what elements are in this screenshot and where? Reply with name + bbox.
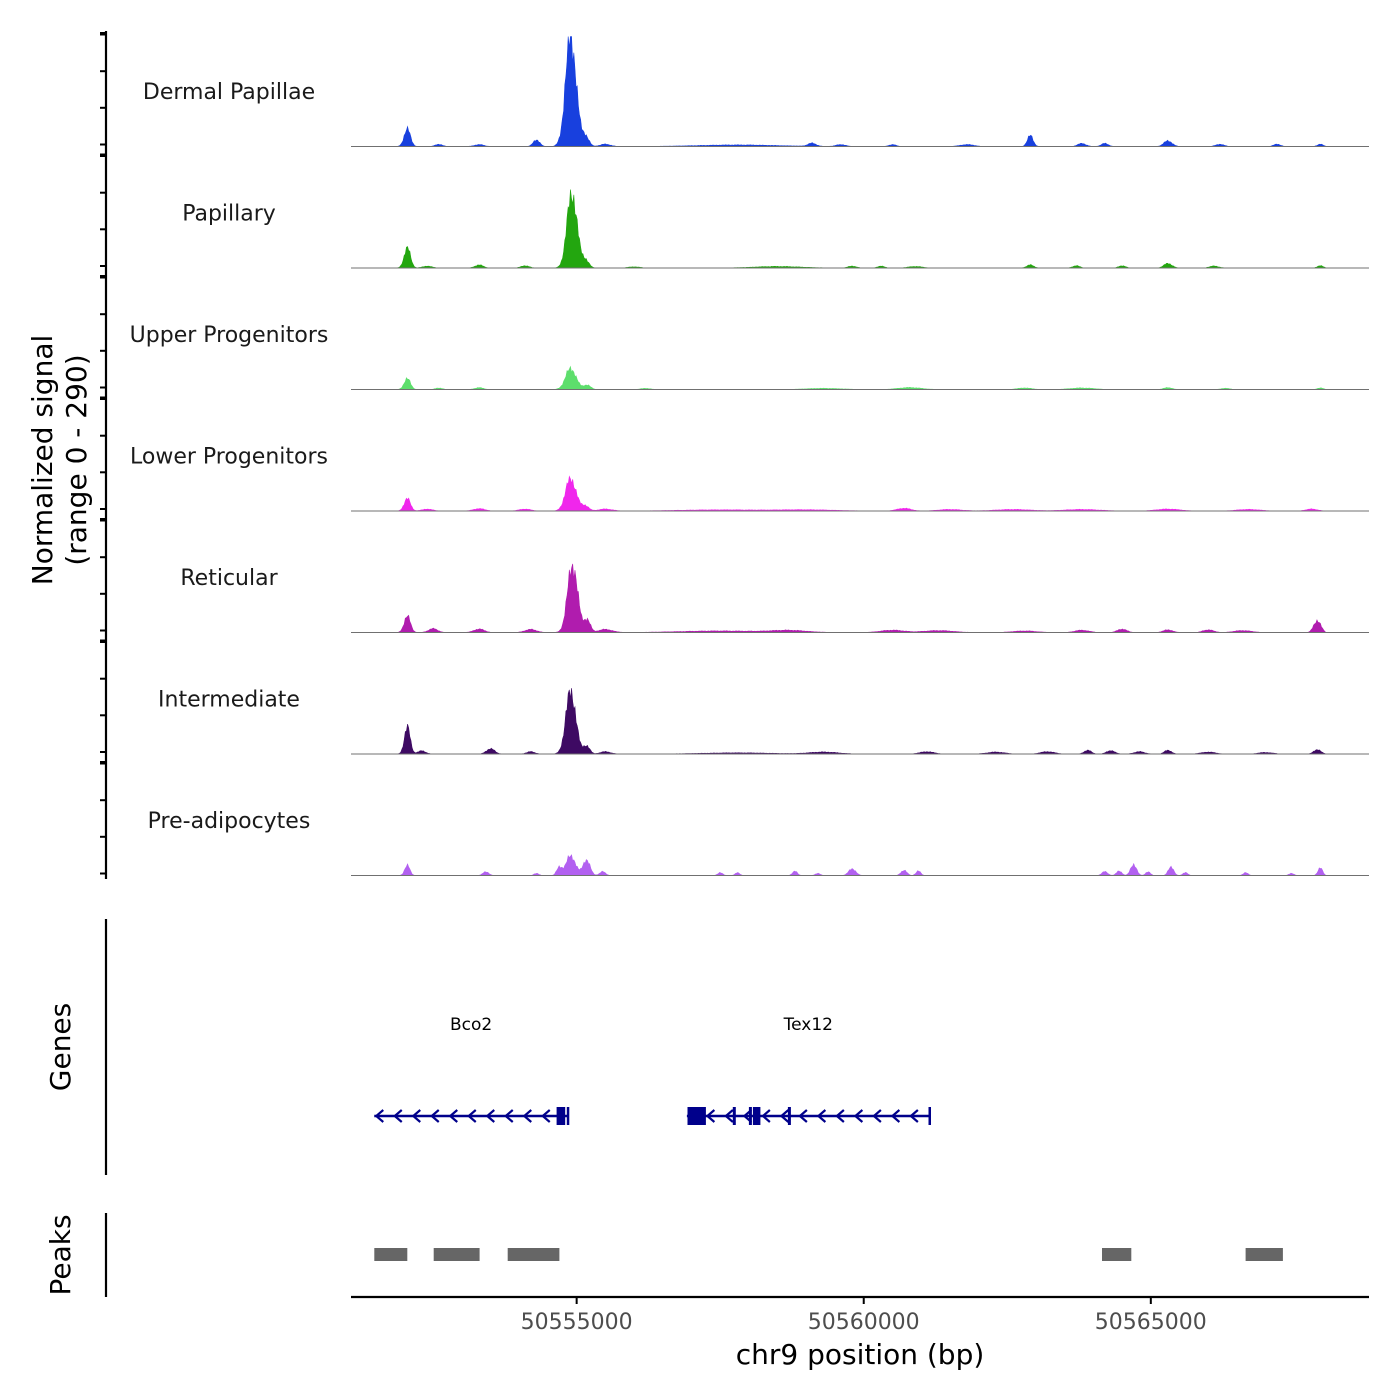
gene-exon [787, 1107, 791, 1125]
signal-axis-title: Normalized signal [26, 335, 59, 586]
gene-exon [556, 1107, 566, 1125]
track-label: Pre-adipocytes [148, 809, 311, 834]
gene-exon [748, 1107, 752, 1125]
strand-arrow [374, 1109, 384, 1123]
signal-area [351, 688, 1369, 755]
track-label: Reticular [180, 566, 278, 591]
signal-area [351, 563, 1369, 633]
strand-arrow [504, 1109, 514, 1123]
strand-arrow [835, 1109, 845, 1123]
genes-panel-label: Genes [44, 1003, 77, 1091]
track-label: Lower Progenitors [130, 445, 328, 470]
strand-arrow [705, 1109, 716, 1123]
x-axis-title: chr9 position (bp) [736, 1338, 985, 1371]
track-label: Dermal Papillae [143, 80, 315, 105]
track-label: Intermediate [158, 688, 300, 713]
peak-region-bar [374, 1248, 408, 1261]
track-papillary: Papillary [182, 189, 1369, 269]
gene-annotation-track: Bco2 Tex12 [374, 1015, 932, 1125]
strand-arrow [890, 1109, 901, 1123]
signal-area [351, 36, 1369, 147]
peaks-panel-label: Peaks [44, 1214, 77, 1295]
gene-exon [687, 1107, 706, 1125]
track-intermediate: Intermediate [158, 688, 1369, 755]
gene-exon [732, 1107, 736, 1125]
signal-area [351, 475, 1369, 512]
x-tick-label: 50555000 [521, 1310, 633, 1335]
peak-regions-track [374, 1248, 1283, 1261]
signal-axis-range: (range 0 - 290) [60, 354, 93, 565]
x-tick-label: 50560000 [808, 1310, 920, 1335]
gene-tex12: Tex12 [686, 1015, 932, 1125]
gene-name-label: Tex12 [783, 1015, 833, 1035]
strand-arrow [853, 1109, 864, 1123]
track-dermal-papillae: Dermal Papillae [143, 36, 1369, 147]
strand-arrow [872, 1109, 882, 1123]
peak-region-bar [1102, 1248, 1132, 1261]
strand-arrow [761, 1109, 771, 1123]
peak-region-bar [1245, 1248, 1283, 1261]
track-label: Papillary [182, 202, 276, 227]
signal-area [351, 365, 1369, 390]
signal-y-axis-ticks [100, 32, 106, 875]
gene-bco2: Bco2 [374, 1015, 570, 1125]
strand-arrow [909, 1109, 919, 1123]
signal-area [351, 189, 1369, 269]
track-upper-progenitors: Upper Progenitors [130, 323, 1369, 390]
strand-arrow [541, 1109, 551, 1123]
strand-arrow [393, 1109, 403, 1123]
track-label: Upper Progenitors [130, 323, 329, 348]
strand-arrow [522, 1109, 532, 1123]
strand-arrow [411, 1109, 421, 1123]
gene-exon [752, 1107, 761, 1125]
x-tick-label: 50565000 [1095, 1310, 1207, 1335]
strand-arrow [430, 1109, 440, 1123]
strand-arrow [467, 1109, 477, 1123]
track-pre-adipocytes: Pre-adipocytes [148, 809, 1369, 876]
strand-arrow [724, 1109, 734, 1123]
strand-arrow [798, 1109, 808, 1123]
signal-area [351, 854, 1369, 876]
peak-region-bar [507, 1248, 560, 1261]
strand-arrow [485, 1109, 495, 1123]
gene-name-label: Bco2 [450, 1015, 492, 1035]
track-reticular: Reticular [180, 563, 1369, 633]
x-axis-ticks: 50555000 50560000 50565000 [521, 1297, 1207, 1335]
strand-arrow [448, 1109, 458, 1123]
coverage-tracks: Dermal Papillae Papillary Upper Progenitor… [130, 36, 1369, 876]
peak-region-bar [433, 1248, 480, 1261]
strand-arrow [816, 1109, 827, 1123]
track-lower-progenitors: Lower Progenitors [130, 445, 1369, 512]
strand-arrow [779, 1109, 790, 1123]
